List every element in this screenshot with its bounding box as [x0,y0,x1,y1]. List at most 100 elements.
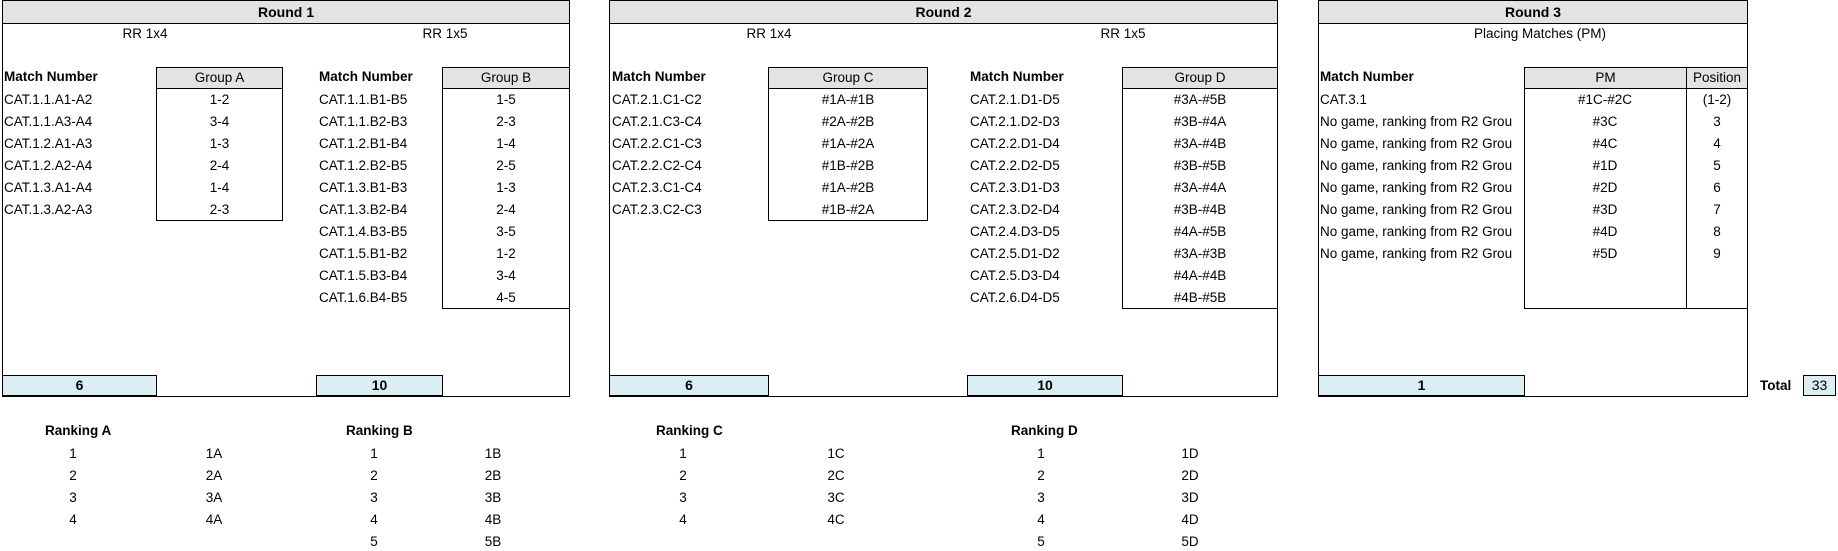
round1-title: Round 1 [3,1,569,24]
group-c-pair-cell: #1B-#2A [821,202,875,217]
position-cell: 9 [1713,246,1721,261]
group-c-pair-cell: #1A-#2B [821,180,875,195]
ranking-label: 4A [205,512,223,527]
match-number-cell: CAT.2.6.D4-D5 [970,290,1060,305]
ranking-rank: 4 [679,512,687,527]
ranking-label: 4D [1181,512,1199,527]
group-a-pair-cell: 2-4 [209,158,230,173]
match-number-cell: CAT.2.3.C2-C3 [612,202,702,217]
ranking-rank: 1 [69,446,77,461]
group-d-pair-cell: #3B-#5B [1173,158,1227,173]
group-b-header: Group B [443,68,569,89]
match-number-cell: CAT.2.5.D3-D4 [970,268,1060,283]
group-c-box: Group C [768,67,928,221]
match-number-cell: No game, ranking from R2 Grou [1320,202,1513,217]
round1-match-header-b: Match Number [319,69,413,84]
group-a-pair-cell: 2-3 [209,202,230,217]
group-c-header: Group C [769,68,927,89]
position-cell: 3 [1713,114,1721,129]
match-number-cell: CAT.2.2.C1-C3 [612,136,702,151]
pm-cell: #3D [1592,202,1618,217]
ranking-label: 1C [827,446,845,461]
ranking-label: 4C [827,512,845,527]
group-b-pair-cell: 3-5 [496,224,516,239]
group-a-header: Group A [157,68,282,89]
total-label: Total [1760,378,1792,393]
group-a-pair-cell: 1-2 [209,92,230,107]
ranking-label: 3B [484,490,502,505]
ranking-title: Ranking A [45,423,112,438]
match-number-cell: CAT.1.3.A1-A4 [4,180,93,195]
group-b-pair-cell: 2-3 [496,114,516,129]
group-b-pair-cell: 1-2 [496,246,516,261]
match-number-cell: CAT.1.1.B1-B5 [319,92,408,107]
match-number-cell: CAT.1.1.A1-A2 [4,92,93,107]
position-cell: 8 [1713,224,1721,239]
group-d-pair-cell: #3A-#4B [1173,136,1227,151]
group-d-pair-cell: #4A-#4B [1173,268,1227,283]
match-number-cell: CAT.2.1.C1-C2 [612,92,702,107]
group-b-pair-cell: 2-4 [496,202,516,217]
ranking-label: 5D [1181,534,1199,549]
match-number-cell: CAT.1.3.B2-B4 [319,202,408,217]
group-c-pair-cell: #1A-#2A [821,136,875,151]
group-b-pair-cell: 2-5 [496,158,516,173]
group-b-pair-cell: 1-3 [496,180,516,195]
group-b-pair-cell: 1-4 [496,136,516,151]
group-d-pair-cell: #3B-#4B [1173,202,1227,217]
ranking-label: 1B [484,446,502,461]
ranking-rank: 2 [679,468,687,483]
match-number-cell: CAT.2.1.C3-C4 [612,114,702,129]
ranking-title: Ranking D [1011,423,1078,438]
ranking-title: Ranking B [346,423,413,438]
match-number-cell: CAT.2.1.D2-D3 [970,114,1060,129]
match-number-cell: No game, ranking from R2 Grou [1320,136,1513,151]
ranking-rank: 3 [1037,490,1045,505]
round2-sub-d: RR 1x5 [1100,26,1146,41]
round1-sub-a: RR 1x4 [122,26,168,41]
ranking-rank: 3 [69,490,77,505]
ranking-label: 1D [1181,446,1199,461]
ranking-rank: 3 [370,490,378,505]
group-d-box: Group D [1122,67,1278,309]
group-b-box: Group B [442,67,570,309]
pm-box: PM Position [1524,67,1748,309]
ranking-label: 3A [205,490,223,505]
count-d-box: 10 [967,375,1123,396]
match-number-cell: CAT.1.2.B2-B5 [319,158,408,173]
ranking-label: 3D [1181,490,1199,505]
group-c-pair-cell: #2A-#2B [821,114,875,129]
ranking-rank: 3 [679,490,687,505]
match-number-cell: CAT.1.5.B3-B4 [319,268,408,283]
match-number-cell: CAT.2.3.C1-C4 [612,180,702,195]
match-number-cell: No game, ranking from R2 Grou [1320,158,1513,173]
count-a-box: 6 [2,375,157,396]
match-number-cell: CAT.1.1.A3-A4 [4,114,93,129]
total-value-box: 33 [1803,375,1836,396]
match-number-cell: No game, ranking from R2 Grou [1320,246,1513,261]
ranking-rank: 2 [1037,468,1045,483]
pm-cell: #4D [1592,224,1618,239]
ranking-label: 1A [205,446,223,461]
pm-header-bar: PM Position [1525,68,1747,89]
match-number-cell: CAT.1.5.B1-B2 [319,246,408,261]
round3-title: Round 3 [1319,1,1747,24]
group-c-pair-cell: #1B-#2B [821,158,875,173]
round1-sub-b: RR 1x5 [422,26,468,41]
group-c-pair-cell: #1A-#1B [821,92,875,107]
group-d-header: Group D [1123,68,1277,89]
ranking-rank: 1 [679,446,687,461]
match-number-cell: CAT.2.1.D1-D5 [970,92,1060,107]
match-number-cell: CAT.2.2.D2-D5 [970,158,1060,173]
ranking-rank: 2 [69,468,77,483]
match-number-cell: CAT.1.3.A2-A3 [4,202,93,217]
pm-cell: #2D [1592,180,1618,195]
match-number-cell: CAT.1.2.A2-A4 [4,158,93,173]
position-cell: 6 [1713,180,1721,195]
ranking-rank: 1 [1037,446,1045,461]
round2-sub-c: RR 1x4 [746,26,792,41]
position-cell: (1-2) [1702,92,1732,107]
round3-sub: Placing Matches (PM) [1473,26,1607,41]
group-d-pair-cell: #3A-#4A [1173,180,1227,195]
ranking-rank: 4 [370,512,378,527]
